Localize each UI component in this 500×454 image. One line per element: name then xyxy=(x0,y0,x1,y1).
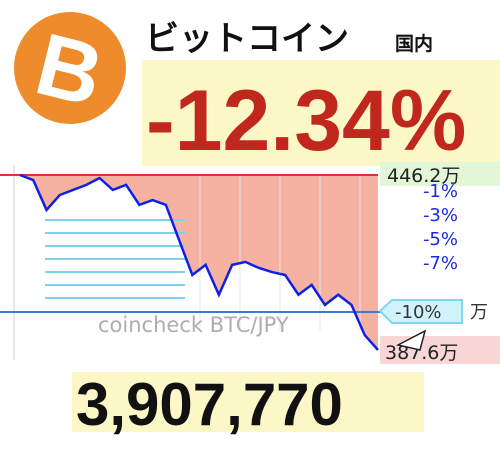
chart: coincheck BTC/JPY 446.2万-1% -3% -5% -7% -10% 万… xyxy=(0,162,500,364)
change: -12.34% xyxy=(146,73,466,169)
marker-unit: 万 xyxy=(470,302,488,323)
price-bg xyxy=(72,372,424,432)
area xyxy=(20,175,378,350)
high-label: 446.2万 xyxy=(387,165,460,187)
high-label-bg xyxy=(380,162,500,186)
low-label-bg xyxy=(380,336,500,364)
cursor xyxy=(395,329,427,351)
bitcoin-logo xyxy=(14,12,126,124)
low-label: 387.6万 xyxy=(385,342,458,364)
level-label: -1% xyxy=(423,181,458,202)
title: ビットコイン xyxy=(145,19,349,59)
price: 3,907,770 xyxy=(76,371,343,438)
marker-label: -10% xyxy=(395,302,442,323)
level-label: -5% xyxy=(423,229,458,250)
marker-box xyxy=(378,299,463,324)
level-label: -3% xyxy=(423,205,458,226)
change-bg xyxy=(142,60,500,166)
badge: 国内 xyxy=(395,32,433,55)
price-line xyxy=(19,173,379,351)
watermark: coincheck BTC/JPY xyxy=(98,313,289,337)
level-label: -7% xyxy=(423,253,458,274)
